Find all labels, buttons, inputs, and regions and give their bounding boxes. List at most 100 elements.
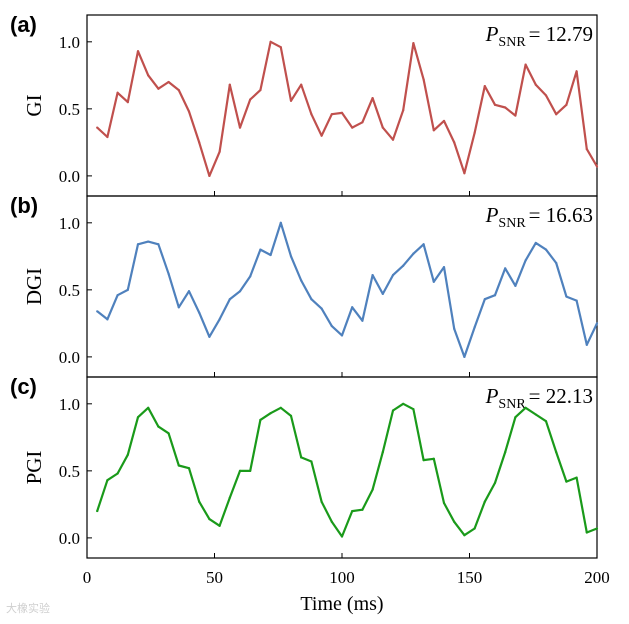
data-point xyxy=(330,113,333,116)
data-point xyxy=(289,414,293,417)
data-point xyxy=(524,406,527,409)
data-point xyxy=(249,98,252,101)
y-tick-label: 1.0 xyxy=(59,214,80,233)
data-point xyxy=(381,126,384,129)
data-point xyxy=(259,248,262,251)
data-point xyxy=(96,126,99,129)
data-point xyxy=(412,42,415,45)
data-point xyxy=(238,290,242,293)
x-tick-label: 150 xyxy=(457,568,483,587)
data-point xyxy=(228,298,231,301)
y-axis-label: GI xyxy=(22,94,46,116)
data-point xyxy=(585,147,588,151)
data-point xyxy=(289,99,293,102)
data-point xyxy=(167,80,170,84)
data-point xyxy=(514,284,517,287)
data-point xyxy=(320,307,323,310)
data-point xyxy=(555,113,558,116)
data-point xyxy=(249,275,252,278)
data-point xyxy=(442,119,446,123)
data-point xyxy=(330,324,333,328)
data-point xyxy=(351,126,354,129)
data-point xyxy=(106,318,109,321)
data-point xyxy=(177,464,180,467)
data-point xyxy=(116,91,119,94)
data-point xyxy=(381,450,384,454)
data-point xyxy=(300,456,303,459)
data-point xyxy=(218,150,221,153)
data-point xyxy=(198,500,201,503)
data-point xyxy=(310,113,313,116)
data-point xyxy=(402,109,405,112)
data-point xyxy=(544,420,548,423)
data-point xyxy=(208,174,211,177)
data-point xyxy=(167,432,170,435)
data-point xyxy=(534,241,537,245)
data-point xyxy=(289,255,293,258)
data-point xyxy=(147,74,150,77)
panel-label: (a) xyxy=(10,12,37,37)
snr-annotation: PSNR = 16.63 xyxy=(485,203,593,231)
y-tick-label: 1.0 xyxy=(59,33,80,52)
y-tick-label: 1.0 xyxy=(59,395,80,414)
snr-annotation: PSNR = 22.13 xyxy=(485,384,593,412)
data-point xyxy=(320,134,323,137)
data-point xyxy=(249,469,252,472)
data-point xyxy=(473,326,476,329)
data-point xyxy=(483,500,486,503)
data-point xyxy=(595,322,599,325)
y-tick-label: 0.5 xyxy=(59,281,80,300)
data-point xyxy=(330,520,333,523)
data-point xyxy=(187,290,191,293)
data-point xyxy=(228,496,231,499)
panel-dgi: 0.0 0.5 1.0 DGI (b) PSNR = 16.63 xyxy=(10,193,599,378)
y-tick-label: 0.0 xyxy=(59,529,80,548)
data-point xyxy=(238,469,242,472)
data-point xyxy=(340,334,344,337)
data-point xyxy=(595,527,599,530)
data-point xyxy=(514,114,517,117)
data-point xyxy=(422,78,425,81)
data-point xyxy=(412,252,415,255)
data-point xyxy=(524,259,527,262)
data-point xyxy=(136,50,140,53)
data-point xyxy=(483,84,486,88)
series-line-dgi xyxy=(96,221,598,358)
data-point xyxy=(493,294,497,297)
data-point xyxy=(126,101,129,104)
data-point xyxy=(126,288,129,291)
data-point xyxy=(453,520,456,523)
panel-gi: 0.0 0.5 1.0 GI (a) PSNR = 12.79 xyxy=(10,12,599,197)
data-point xyxy=(157,243,160,246)
data-point xyxy=(371,97,374,100)
data-point xyxy=(238,126,242,129)
data-point xyxy=(136,416,140,419)
data-point xyxy=(269,253,272,257)
data-point xyxy=(269,40,272,43)
panel-label: (b) xyxy=(10,193,38,218)
data-point xyxy=(504,267,507,270)
data-point xyxy=(340,111,344,114)
data-point xyxy=(422,243,425,246)
x-tick-label: 0 xyxy=(83,568,92,587)
data-point xyxy=(187,110,191,113)
data-point xyxy=(453,327,456,330)
data-point xyxy=(177,88,180,92)
data-point xyxy=(300,279,303,282)
panel-label: (c) xyxy=(10,374,37,399)
data-point xyxy=(218,318,221,321)
data-point xyxy=(585,531,588,534)
data-point xyxy=(544,248,548,251)
data-point xyxy=(422,459,425,462)
data-point xyxy=(473,131,476,135)
y-tick-label: 0.5 xyxy=(59,100,80,119)
x-axis-label: Time (ms) xyxy=(300,593,383,615)
y-axis-label: DGI xyxy=(22,268,46,305)
data-point xyxy=(157,425,160,428)
data-point xyxy=(198,311,201,314)
x-tick-label: 100 xyxy=(329,568,355,587)
data-point xyxy=(432,457,435,460)
data-point xyxy=(208,335,211,338)
data-point xyxy=(116,472,119,475)
